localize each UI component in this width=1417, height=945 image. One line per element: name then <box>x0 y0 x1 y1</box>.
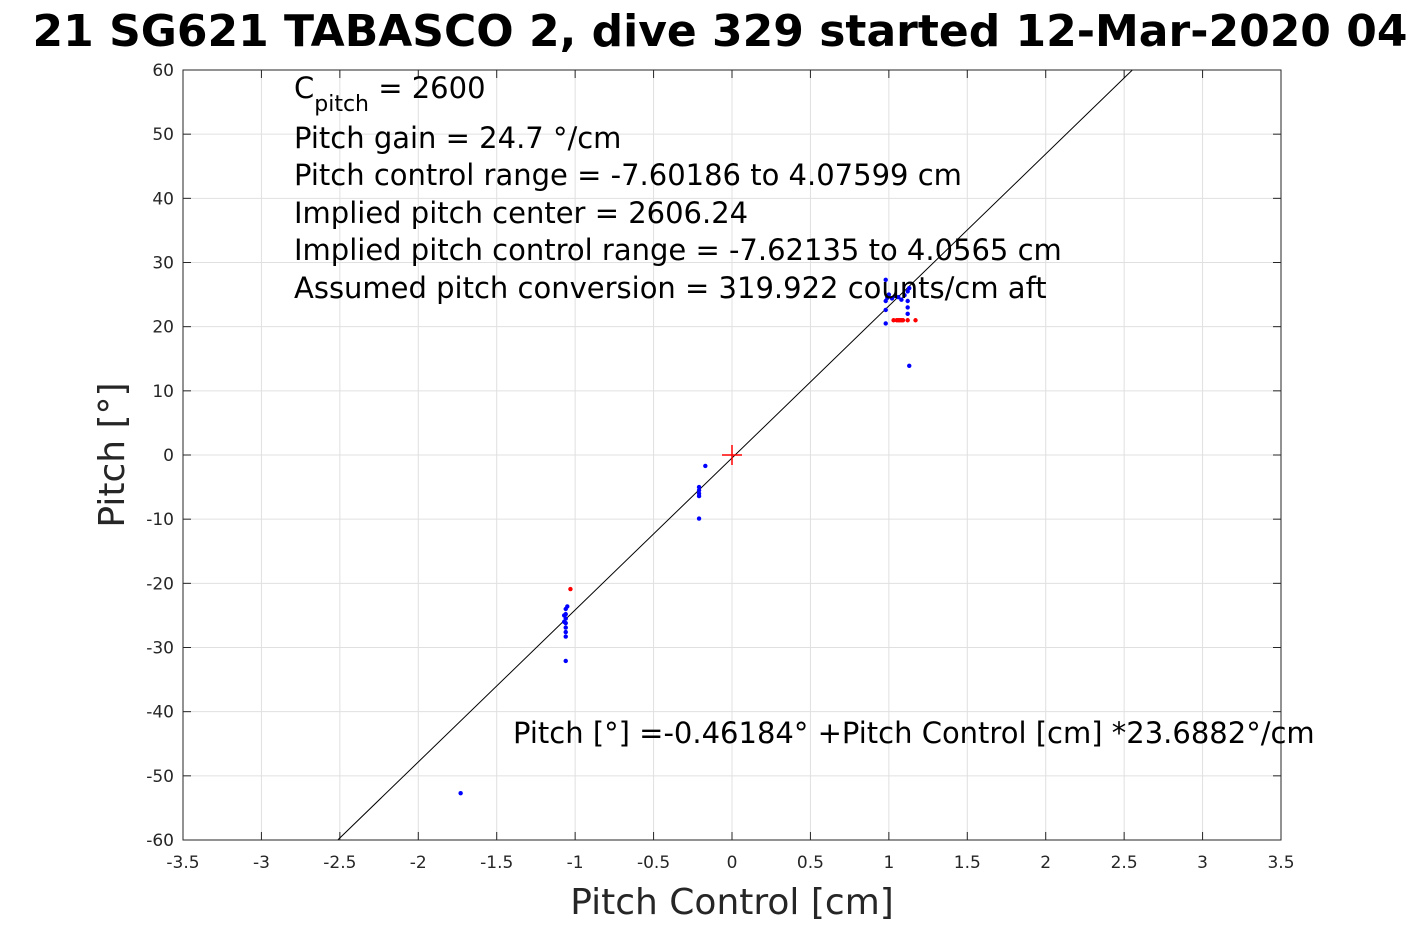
y-tick-label: 10 <box>152 382 174 402</box>
chart-title: 21 SG621 TABASCO 2, dive 329 started 12-… <box>33 6 1408 57</box>
data-point <box>905 305 910 310</box>
fit-equation-annotation: Pitch [°] =-0.46184° +Pitch Control [cm]… <box>513 716 1315 750</box>
y-tick-label: 50 <box>152 125 174 145</box>
y-tick-label: 20 <box>152 318 174 338</box>
x-tick-label: -1 <box>567 853 584 873</box>
y-tick-label: -30 <box>146 639 174 659</box>
data-point <box>896 294 901 300</box>
c-pitch-subscript: pitch <box>314 92 369 117</box>
data-point <box>565 604 570 609</box>
y-axis-label: Pitch [°] <box>92 382 133 527</box>
data-point <box>883 277 888 283</box>
data-point <box>889 296 895 301</box>
c-pitch-symbol: C <box>294 71 314 105</box>
y-tick-label: 30 <box>152 254 174 274</box>
x-tick-label: 2 <box>1040 853 1051 873</box>
data-point <box>905 311 910 317</box>
x-tick-label: 1 <box>883 853 894 873</box>
x-tick-label: -2.5 <box>323 853 356 873</box>
x-tick-label: -0.5 <box>637 853 670 873</box>
data-point <box>563 634 568 639</box>
data-point <box>886 292 892 297</box>
data-point <box>696 516 702 521</box>
axis-ticks: -3.5 -3 -2.5 -2 -1.5 -1 -0.5 0 0.5 1 1.5 2 2.5 3 3.5 -6… <box>146 61 1294 873</box>
data-point <box>907 363 912 369</box>
c-pitch-annotation: Cpitch = 2600 <box>294 71 486 117</box>
data-point <box>902 293 907 298</box>
y-tick-label: 0 <box>163 446 174 466</box>
y-tick-label: -40 <box>146 703 174 723</box>
pitch-control-range-annotation: Pitch control range = -7.60186 to 4.0759… <box>294 158 962 192</box>
data-point <box>696 488 702 493</box>
data-point <box>891 318 896 323</box>
data-point <box>561 613 567 618</box>
y-tick-label: -50 <box>146 767 174 787</box>
x-tick-label: -3 <box>253 853 270 873</box>
x-tick-label: 2.5 <box>1111 853 1138 873</box>
x-tick-label: 0.5 <box>797 853 824 873</box>
data-point <box>563 625 568 630</box>
data-point <box>561 619 567 625</box>
data-point <box>458 790 463 796</box>
plot-frame <box>182 69 1282 841</box>
data-point <box>696 484 702 490</box>
data-point <box>563 629 568 635</box>
data-point <box>913 318 918 323</box>
data-point <box>883 307 888 313</box>
data-point <box>703 463 708 469</box>
x-axis-label: Pitch Control [cm] <box>570 882 894 923</box>
y-tick-label: 40 <box>152 189 174 209</box>
y-tick-label: -20 <box>146 574 174 594</box>
data-points <box>458 277 918 796</box>
data-point <box>907 285 912 291</box>
x-tick-label: -3.5 <box>166 853 199 873</box>
data-point <box>905 318 910 323</box>
implied-range-annotation: Implied pitch control range = -7.62135 t… <box>294 233 1062 267</box>
data-point <box>905 298 910 304</box>
y-tick-label: -10 <box>146 510 174 530</box>
data-point <box>563 658 568 664</box>
pitch-gain-annotation: Pitch gain = 24.7 °/cm <box>294 121 621 155</box>
y-tick-label: -60 <box>146 831 174 851</box>
y-tick-label: 60 <box>152 61 174 81</box>
data-point <box>900 318 906 323</box>
c-pitch-value: = 2600 <box>369 71 486 105</box>
conversion-annotation: Assumed pitch conversion = 319.922 count… <box>294 271 1047 305</box>
data-point <box>883 321 888 326</box>
x-tick-label: 1.5 <box>954 853 981 873</box>
data-point <box>899 297 904 302</box>
data-point <box>696 493 702 499</box>
x-tick-label: -2 <box>410 853 427 873</box>
data-point <box>568 586 573 592</box>
implied-center-annotation: Implied pitch center = 2606.24 <box>294 196 748 230</box>
x-tick-label: 0 <box>727 853 738 873</box>
x-tick-label: 3 <box>1197 853 1208 873</box>
x-tick-label: -1.5 <box>480 853 513 873</box>
x-tick-label: 3.5 <box>1267 853 1294 873</box>
center-marker-layer <box>722 445 742 465</box>
